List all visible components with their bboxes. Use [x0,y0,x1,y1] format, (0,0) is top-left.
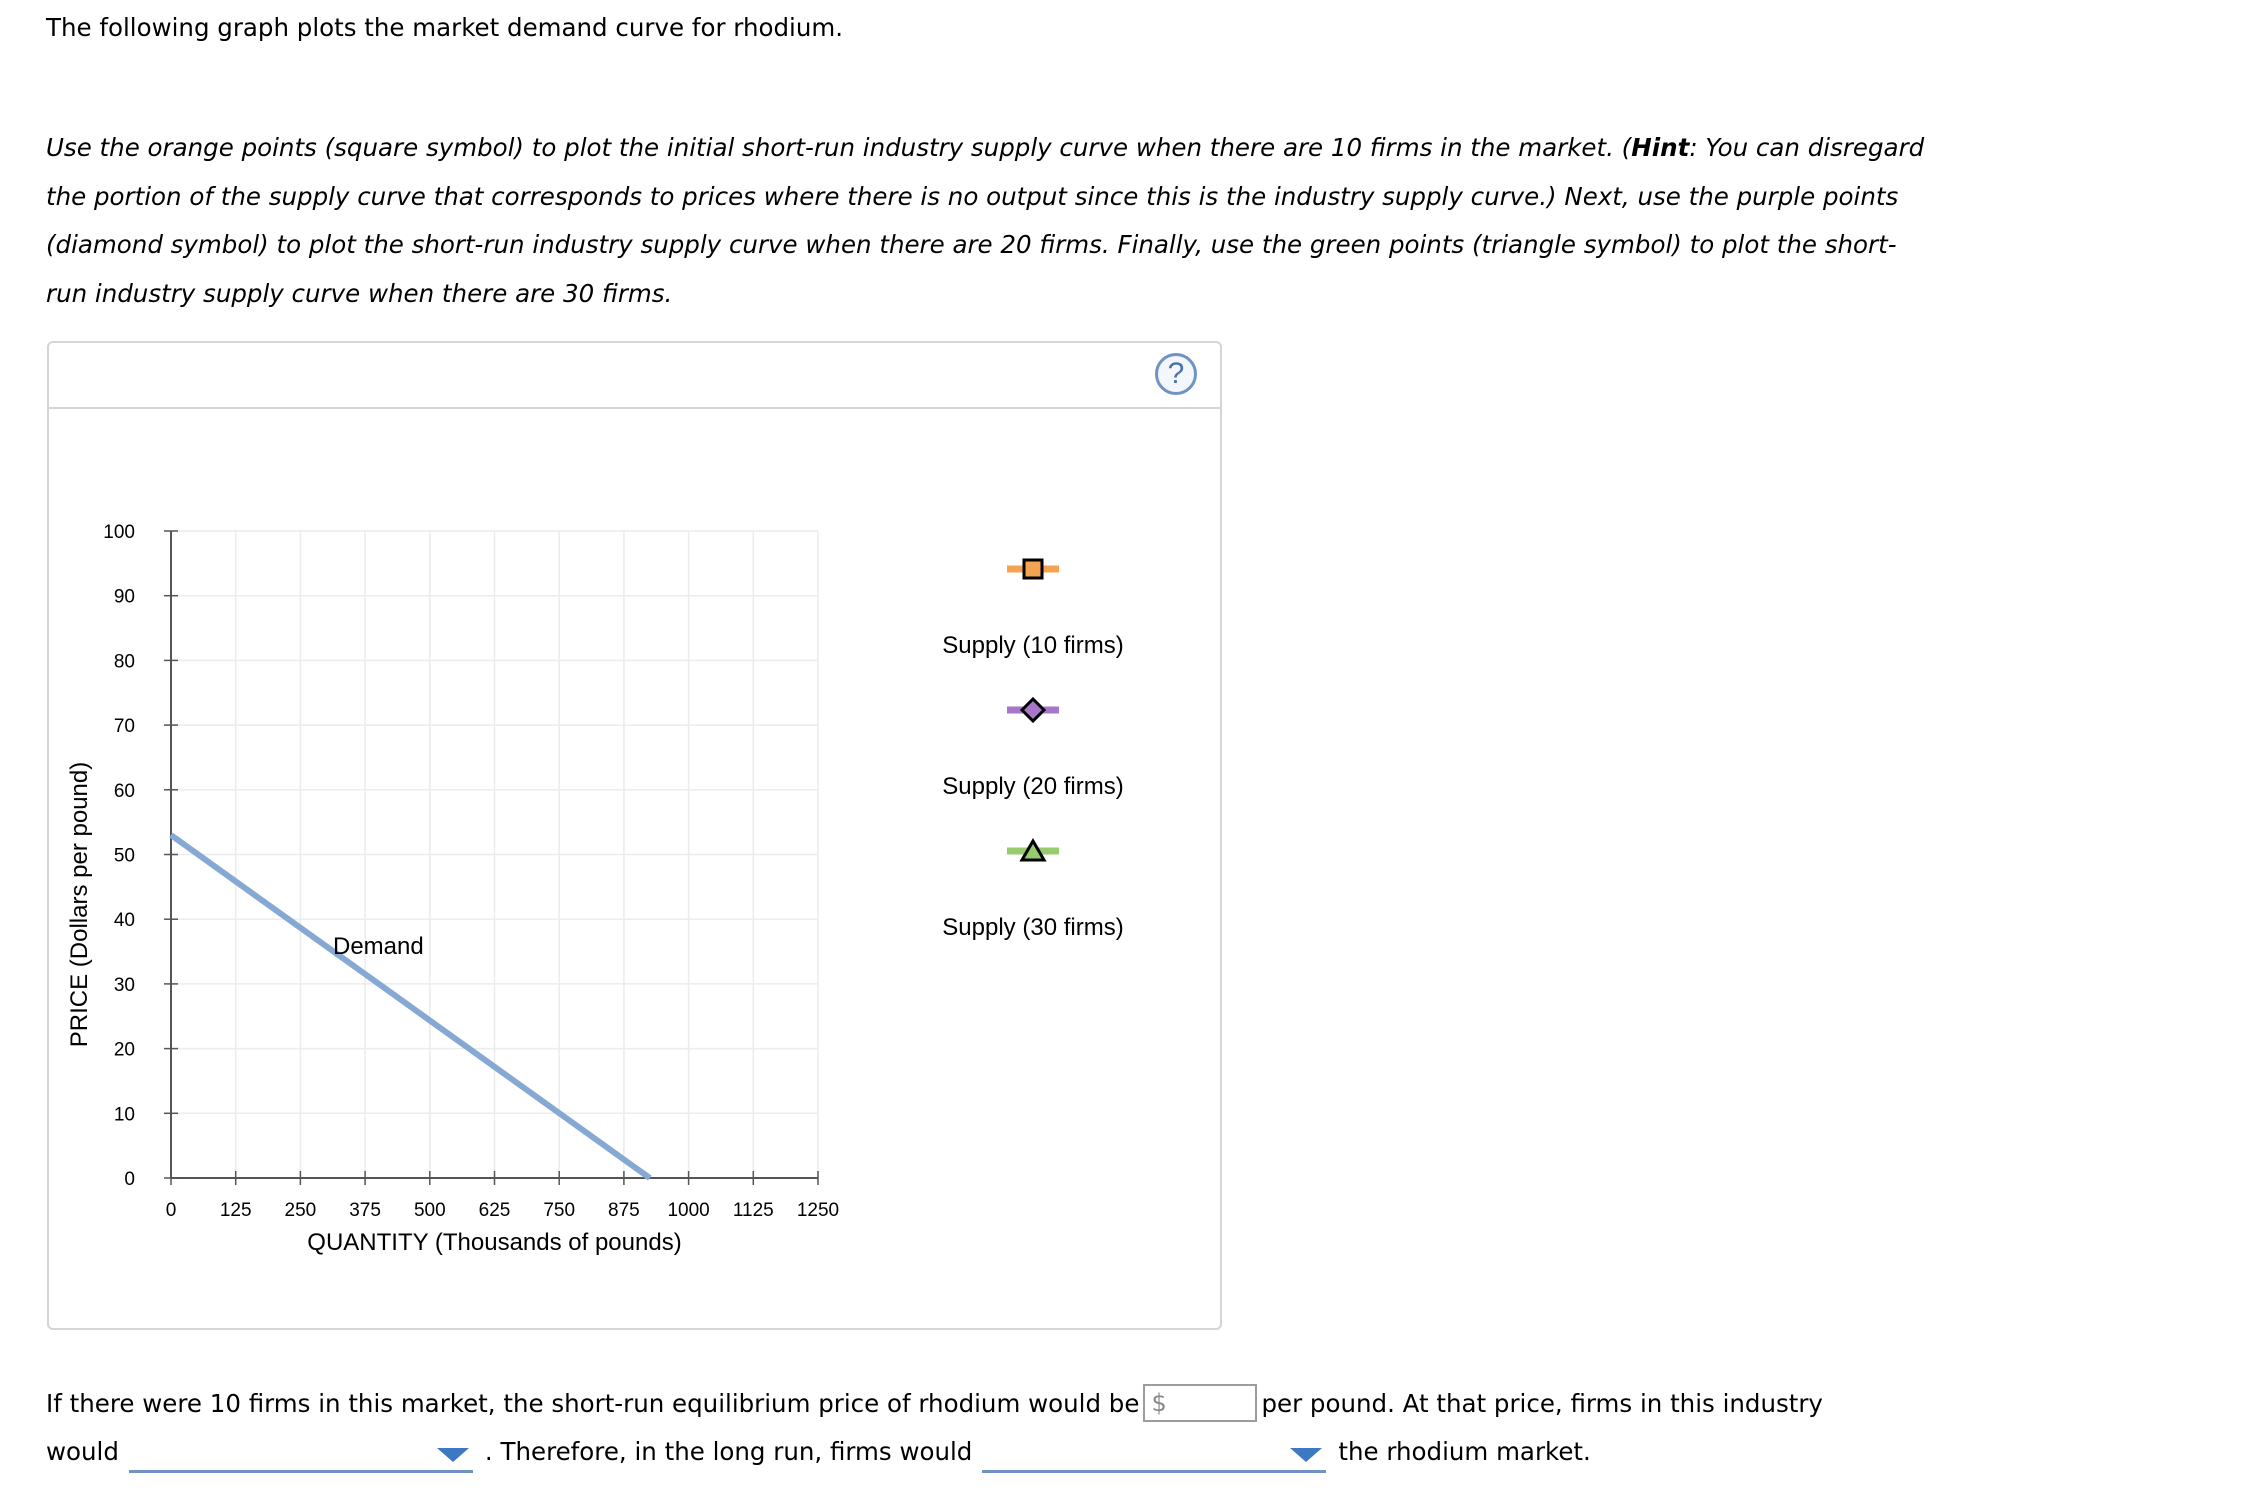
graph-panel: ? 0 125 250 375 500 625 750 875 1000 1125 1250 0 10 2… [47,341,1222,1330]
y-tick-label: 80 [114,651,135,672]
demand-curve-label: Demand [333,933,424,960]
x-tick-label: 1125 [733,1200,774,1221]
question-line-1: If there were 10 firms in this market, t… [46,1380,1823,1428]
hint-label: Hint [1631,133,1690,162]
instructions-part2: : You can disregard the portion of the s… [46,133,1925,308]
diamond-marker-icon[interactable] [1019,696,1047,724]
dollar-sign: $ [1151,1389,1167,1417]
supply-demand-chart[interactable]: 0 125 250 375 500 625 750 875 1000 1125 1250 0 10 20 3… [49,343,1220,1328]
x-tick-label: 125 [220,1200,252,1221]
price-input-box[interactable]: $ [1143,1384,1258,1422]
y-tick-label: 90 [114,587,135,608]
x-tick-label: 500 [414,1200,446,1221]
intro-text: The following graph plots the market dem… [46,13,844,42]
x-axis-title: QUANTITY (Thousands of pounds) [307,1229,681,1256]
y-tick-label: 20 [114,1040,135,1061]
dropdown-arrow-icon [1290,1447,1323,1462]
legend-label: Supply (30 firms) [942,914,1123,941]
legend-label: Supply (20 firms) [942,773,1123,800]
help-icon[interactable]: ? [1155,353,1197,395]
instructions-part1: Use the orange points (square symbol) to… [46,133,1632,162]
x-tick-label: 1000 [667,1200,709,1221]
x-tick-label: 1250 [797,1200,839,1221]
entry-exit-dropdown[interactable] [982,1436,1327,1473]
demand-curve [169,832,652,1181]
question-text-2: per pound. At that price, firms in this … [1261,1389,1823,1418]
y-tick-label: 60 [114,781,135,802]
question-text-4: . Therefore, in the long run, firms woul… [484,1437,973,1466]
question-text-1: If there were 10 firms in this market, t… [46,1389,1140,1418]
x-tick-label: 0 [166,1200,177,1221]
question-text-5: the rhodium market. [1338,1437,1591,1466]
price-input[interactable] [1171,1388,1256,1420]
x-tick-label: 375 [349,1200,381,1221]
x-tick-label: 250 [285,1200,317,1221]
y-axis-title: PRICE (Dollars per pound) [66,762,93,1047]
dropdown-arrow-icon [436,1447,469,1462]
profit-status-dropdown[interactable] [128,1436,473,1473]
y-tick-label: 30 [114,975,135,996]
panel-header: ? [49,343,1220,409]
triangle-marker-icon[interactable] [1019,838,1047,862]
square-marker-icon[interactable] [1022,558,1044,580]
y-tick-label: 10 [114,1104,135,1125]
x-tick-label: 750 [543,1200,575,1221]
instructions-text: Use the orange points (square symbol) to… [46,124,1926,318]
y-tick-label: 100 [103,522,135,543]
x-tick-label: 875 [608,1200,640,1221]
question-text-3: would [46,1437,119,1466]
y-tick-label: 70 [114,716,135,737]
question-line-2: would . Therefore, in the long run, firms… [46,1428,1591,1476]
legend-label: Supply (10 firms) [942,632,1123,659]
y-tick-label: 0 [124,1169,135,1190]
y-tick-label: 40 [114,910,135,931]
y-tick-label: 50 [114,846,135,867]
x-tick-label: 625 [479,1200,511,1221]
